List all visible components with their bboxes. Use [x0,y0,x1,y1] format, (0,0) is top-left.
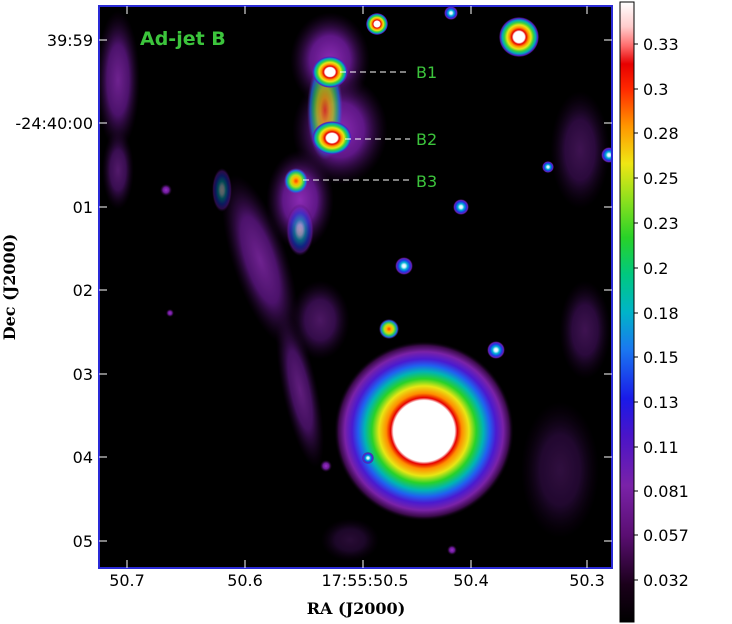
colorbar-tick-label: 0.15 [643,348,679,367]
y-tick-label: 05 [73,532,93,551]
colorbar-tick-label: 0.25 [643,169,679,188]
x-tick-labels: 50.7 50.6 17:55:50.5 50.4 50.3 [109,571,605,590]
x-tick-label: 50.4 [453,571,489,590]
colorbar-tick-label: 0.057 [643,526,689,545]
y-tick-label: 02 [73,281,93,300]
colorbar-tick-label: 0.33 [643,35,679,54]
colorbar-scale [620,2,634,622]
image-panel [99,6,612,568]
y-tick-label: -24:40:00 [15,114,93,133]
x-tick-label: 50.6 [227,571,263,590]
y-axis-title: Dec (J2000) [0,234,19,341]
annotation-b3: B3 [416,172,437,191]
annotation-b1: B1 [416,63,437,82]
bright-star [334,341,514,521]
x-tick-label: 50.3 [569,571,605,590]
frame-ticks [99,6,612,568]
colorbar-tick-label: 0.13 [643,393,679,412]
colorbar-tick-label: 0.032 [643,571,689,590]
x-tick-label: 17:55:50.5 [321,571,408,590]
colorbar-tick-label: 0.3 [643,80,668,99]
panel-title: Ad-jet B [140,28,226,50]
colorbar-tick-label: 0.28 [643,124,679,143]
y-tick-label: 39:59 [47,31,93,50]
diffuse-emission [99,10,611,562]
colorbar-tick-label: 0.11 [643,438,679,457]
y-tick-labels: 39:59 -24:40:00 01 02 03 04 05 [15,31,93,551]
image-frame [98,5,613,569]
colorbar: 0.33 0.3 0.28 0.25 0.23 0.2 0.18 0.15 0.… [619,1,689,623]
colorbar-tick-label: 0.081 [643,482,689,501]
x-tick-label: 50.7 [109,571,145,590]
colorbar-tick-labels: 0.33 0.3 0.28 0.25 0.23 0.2 0.18 0.15 0.… [643,35,689,590]
y-tick-label: 01 [73,198,93,217]
annotation-b2: B2 [416,130,437,149]
stars [160,6,612,555]
annotation-lines [303,71,410,181]
colorbar-tick-label: 0.2 [643,259,668,278]
colorbar-tick-label: 0.18 [643,304,679,323]
jet-knots [212,56,352,256]
x-axis-title: RA (J2000) [307,599,406,618]
y-tick-label: 04 [73,448,93,467]
y-tick-label: 03 [73,365,93,384]
colorbar-tick-label: 0.23 [643,214,679,233]
